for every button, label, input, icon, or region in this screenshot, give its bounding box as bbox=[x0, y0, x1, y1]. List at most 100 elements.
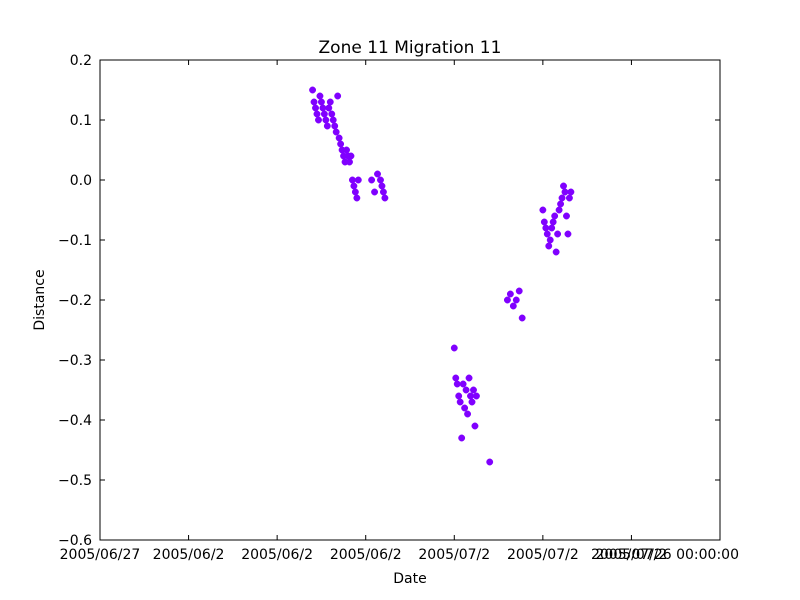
y-tick-label: −0.6 bbox=[58, 533, 92, 549]
y-tick-label: −0.2 bbox=[58, 293, 92, 309]
chart-title: Zone 11 Migration 11 bbox=[319, 38, 502, 58]
scatter-point bbox=[452, 374, 460, 382]
x-tick-label: 2005/06/2 bbox=[153, 547, 225, 563]
scatter-point bbox=[461, 404, 469, 412]
plot-frame bbox=[99, 59, 721, 541]
y-tick-label: 0.1 bbox=[70, 113, 92, 129]
scatter-point bbox=[334, 92, 342, 100]
scatter-point bbox=[331, 122, 339, 130]
x-axis-label: Date bbox=[393, 571, 426, 587]
scatter-point bbox=[455, 392, 463, 400]
scatter-point bbox=[315, 116, 322, 124]
scatter-point bbox=[555, 206, 563, 214]
scatter-point bbox=[565, 194, 573, 202]
scatter-point bbox=[465, 374, 473, 382]
y-tick-label: −0.4 bbox=[58, 413, 92, 429]
x-tick-label: 2005/07/2 bbox=[507, 547, 579, 563]
scatter-point bbox=[354, 176, 362, 184]
scatter-point bbox=[329, 116, 337, 124]
scatter-point bbox=[539, 206, 547, 214]
scatter-point bbox=[471, 422, 479, 430]
scatter-point bbox=[470, 386, 477, 394]
scatter-point bbox=[379, 188, 387, 196]
scatter-point bbox=[323, 122, 331, 130]
scatter-point bbox=[512, 296, 520, 304]
scatter-point bbox=[456, 398, 464, 406]
scatter-point bbox=[347, 152, 355, 160]
y-axis-label: Distance bbox=[32, 269, 48, 330]
scatter-point bbox=[564, 230, 572, 238]
scatter-point bbox=[557, 200, 565, 208]
scatter-point bbox=[450, 344, 458, 352]
scatter-point bbox=[558, 194, 566, 202]
scatter-point bbox=[453, 380, 461, 388]
scatter-point bbox=[374, 170, 381, 178]
scatter-point bbox=[554, 230, 562, 238]
scatter-point bbox=[337, 140, 345, 148]
scatter-point bbox=[552, 248, 560, 256]
scatter-point bbox=[464, 410, 472, 418]
scatter-point bbox=[563, 212, 570, 220]
scatter-point bbox=[560, 182, 567, 190]
scatter-point bbox=[472, 392, 480, 400]
scatter-point bbox=[561, 188, 569, 196]
scatter-point bbox=[377, 176, 384, 184]
scatter-point bbox=[542, 224, 550, 232]
x-tick-label: 2005/07/2 bbox=[596, 547, 668, 563]
scatter-point bbox=[319, 104, 327, 112]
scatter-point bbox=[509, 302, 517, 310]
scatter-point bbox=[467, 392, 474, 400]
scatter-point bbox=[320, 110, 328, 118]
x-tick-label: 2005/06/2 bbox=[241, 547, 313, 563]
scatter-point bbox=[458, 434, 466, 442]
scatter-point bbox=[343, 146, 350, 154]
scatter-point bbox=[317, 98, 325, 106]
scatter-point bbox=[328, 110, 336, 118]
y-tick-label: 0.0 bbox=[70, 173, 92, 189]
scatter-point bbox=[322, 116, 330, 124]
scatter-point bbox=[518, 314, 526, 322]
scatter-point bbox=[351, 188, 359, 196]
scatter-point bbox=[326, 98, 334, 106]
scatter-point bbox=[309, 86, 317, 94]
scatter-point bbox=[549, 218, 557, 226]
scatter-point bbox=[335, 134, 343, 142]
scatter-point bbox=[316, 92, 324, 100]
scatter-point bbox=[346, 158, 353, 166]
scatter-point bbox=[310, 98, 318, 106]
scatter-point bbox=[368, 176, 376, 184]
scatter-point bbox=[371, 188, 379, 196]
scatter-point bbox=[567, 188, 575, 196]
scatter-point bbox=[540, 218, 548, 226]
scatter-point bbox=[515, 287, 523, 295]
scatter-point bbox=[486, 458, 494, 466]
y-tick-label: −0.1 bbox=[58, 233, 92, 249]
scatter-point bbox=[312, 104, 319, 112]
scatter-point bbox=[381, 194, 389, 202]
scatter-point bbox=[462, 386, 470, 394]
scatter-point bbox=[503, 296, 511, 304]
x-tick-overlay-label: 2005/07/26 00:00:00 bbox=[591, 547, 739, 563]
x-tick-label: 2005/06/2 bbox=[330, 547, 402, 563]
points-layer bbox=[309, 86, 575, 466]
y-tick-label: −0.5 bbox=[58, 473, 92, 489]
x-tick-label: 2005/06/27 bbox=[60, 547, 141, 563]
scatter-point bbox=[543, 230, 551, 238]
scatter-point bbox=[551, 212, 559, 220]
x-tick-label: 2005/07/2 bbox=[418, 547, 490, 563]
scatter-point bbox=[378, 182, 386, 190]
scatter-point bbox=[459, 380, 467, 388]
scatter-point bbox=[545, 242, 553, 250]
scatter-point bbox=[348, 176, 356, 184]
scatter-point bbox=[325, 104, 333, 112]
scatter-point bbox=[332, 128, 340, 136]
y-tick-label: 0.2 bbox=[70, 53, 92, 69]
scatter-point bbox=[313, 110, 321, 118]
y-tick-label: −0.3 bbox=[58, 353, 92, 369]
scatter-point bbox=[506, 290, 514, 298]
scatter-point bbox=[353, 194, 361, 202]
scatter-point bbox=[546, 236, 554, 244]
